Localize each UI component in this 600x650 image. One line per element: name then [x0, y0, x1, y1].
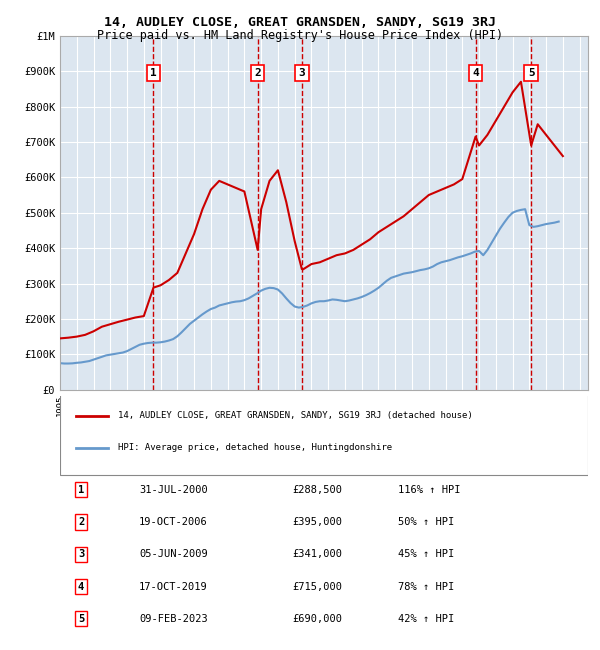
- Text: 14, AUDLEY CLOSE, GREAT GRANSDEN, SANDY, SG19 3RJ: 14, AUDLEY CLOSE, GREAT GRANSDEN, SANDY,…: [104, 16, 496, 29]
- Text: 31-JUL-2000: 31-JUL-2000: [139, 485, 208, 495]
- Text: 78% ↑ HPI: 78% ↑ HPI: [398, 582, 454, 592]
- Text: £395,000: £395,000: [292, 517, 343, 527]
- Text: 45% ↑ HPI: 45% ↑ HPI: [398, 549, 454, 559]
- Text: 4: 4: [472, 68, 479, 78]
- Text: Price paid vs. HM Land Registry's House Price Index (HPI): Price paid vs. HM Land Registry's House …: [97, 29, 503, 42]
- Text: 50% ↑ HPI: 50% ↑ HPI: [398, 517, 454, 527]
- FancyBboxPatch shape: [60, 393, 588, 475]
- Text: 1: 1: [150, 68, 157, 78]
- Text: 3: 3: [298, 68, 305, 78]
- Text: 3: 3: [78, 549, 84, 559]
- Text: 42% ↑ HPI: 42% ↑ HPI: [398, 614, 454, 624]
- Text: £288,500: £288,500: [292, 485, 343, 495]
- Text: 5: 5: [78, 614, 84, 624]
- Text: HPI: Average price, detached house, Huntingdonshire: HPI: Average price, detached house, Hunt…: [118, 443, 392, 452]
- Text: 2: 2: [78, 517, 84, 527]
- Text: 05-JUN-2009: 05-JUN-2009: [139, 549, 208, 559]
- Text: 4: 4: [78, 582, 84, 592]
- Text: £690,000: £690,000: [292, 614, 343, 624]
- Text: 2: 2: [254, 68, 261, 78]
- Text: 1: 1: [78, 485, 84, 495]
- Text: 09-FEB-2023: 09-FEB-2023: [139, 614, 208, 624]
- Text: 5: 5: [528, 68, 535, 78]
- Text: 19-OCT-2006: 19-OCT-2006: [139, 517, 208, 527]
- Text: 116% ↑ HPI: 116% ↑ HPI: [398, 485, 460, 495]
- Text: £341,000: £341,000: [292, 549, 343, 559]
- Text: 14, AUDLEY CLOSE, GREAT GRANSDEN, SANDY, SG19 3RJ (detached house): 14, AUDLEY CLOSE, GREAT GRANSDEN, SANDY,…: [118, 411, 473, 420]
- Text: 17-OCT-2019: 17-OCT-2019: [139, 582, 208, 592]
- Text: £715,000: £715,000: [292, 582, 343, 592]
